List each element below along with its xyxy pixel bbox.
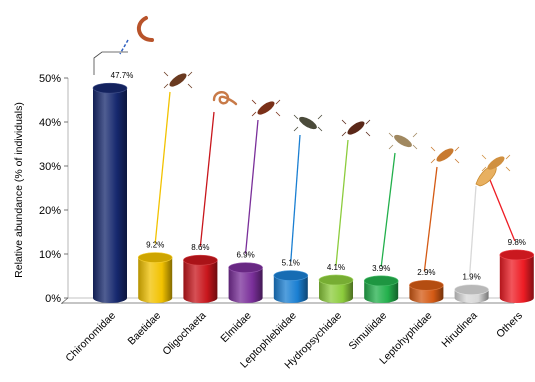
bar	[228, 262, 263, 303]
y-tick-label: 20%	[39, 205, 61, 217]
value-labels: 47.7% 9.2% 8.6% 6.9% 5.1% 4.1% 3.9% 2.9% 1.9% 9.8…	[111, 71, 526, 282]
bar-body	[319, 279, 353, 303]
category-label: Baetidae	[126, 310, 164, 348]
category-label: Hirudinea	[439, 310, 479, 350]
bar-top	[183, 254, 218, 266]
bar	[92, 82, 128, 304]
bar-top	[92, 82, 128, 94]
y-tick-label: 10%	[39, 249, 61, 261]
y-tick-label: 30%	[39, 161, 61, 173]
simuliid-larva-icon	[388, 132, 418, 150]
leader-line	[423, 166, 438, 272]
category-label: Simuliidae	[347, 310, 390, 353]
bar-top	[273, 270, 309, 281]
leader-line	[335, 139, 349, 267]
specimen-icons	[136, 16, 511, 187]
leptohyphid-nymph-icon	[430, 146, 460, 164]
bar	[137, 252, 173, 303]
baetid-nymph-icon	[163, 71, 193, 89]
value-label: 5.1%	[282, 259, 300, 268]
bars	[92, 82, 535, 304]
value-label: 4.1%	[327, 263, 345, 272]
leader-line	[290, 134, 301, 262]
elmid-larva-icon	[251, 99, 281, 117]
bar-top	[499, 249, 535, 261]
bar-body	[138, 257, 173, 303]
y-tick-label: 0%	[45, 293, 61, 305]
bar	[409, 279, 444, 303]
bar-body	[228, 267, 263, 303]
y-tick-label: 50%	[39, 73, 61, 85]
bar-body	[364, 280, 399, 303]
value-label: 9.2%	[146, 241, 164, 250]
category-label: Chironomidae	[63, 310, 118, 365]
bar-top	[363, 275, 399, 287]
y-axis-label: Relative abundance (% of individuals)	[13, 102, 25, 278]
leptophlebiid-nymph-icon	[293, 114, 323, 132]
bar-top	[409, 279, 444, 291]
bar-top	[318, 274, 354, 286]
bar-body	[499, 254, 534, 303]
value-label: 3.9%	[372, 264, 390, 273]
leader-line	[468, 185, 477, 276]
leader-line	[154, 91, 171, 244]
bar	[318, 274, 354, 303]
y-tick-labels: 0% 10% 20% 30% 40% 50%	[39, 73, 61, 305]
leader-lines	[119, 39, 516, 276]
value-label: 6.9%	[236, 251, 254, 260]
bar	[454, 284, 489, 303]
value-label: 47.7%	[111, 71, 134, 80]
leader-line	[487, 174, 516, 242]
bar	[273, 270, 309, 303]
bar-body	[273, 275, 308, 303]
chironomid-larva-icon	[136, 16, 154, 42]
category-label: Others	[494, 310, 525, 341]
bar-top	[228, 262, 263, 273]
value-label: 1.9%	[462, 273, 480, 282]
oligochaete-worm-icon	[212, 91, 238, 106]
hydropsychid-larva-icon	[341, 119, 371, 137]
leader-line	[380, 152, 396, 267]
leader-line	[119, 39, 129, 55]
bar	[363, 275, 399, 303]
tall-bar-bracket	[93, 51, 128, 75]
value-label: 2.9%	[417, 268, 435, 277]
bar	[499, 249, 535, 303]
bar	[183, 254, 218, 303]
bar-top	[454, 284, 489, 295]
category-label: Elmidae	[218, 310, 253, 345]
leader-line	[199, 111, 215, 247]
value-label: 9.8%	[508, 238, 526, 247]
value-label: 8.6%	[191, 243, 209, 252]
others-icon	[481, 154, 511, 172]
bar-top	[137, 252, 173, 263]
leader-line	[244, 119, 259, 254]
bar-body	[183, 260, 218, 303]
category-label: Oligochaeta	[160, 310, 208, 358]
y-tick-label: 40%	[39, 117, 61, 129]
bar-body	[93, 88, 127, 304]
